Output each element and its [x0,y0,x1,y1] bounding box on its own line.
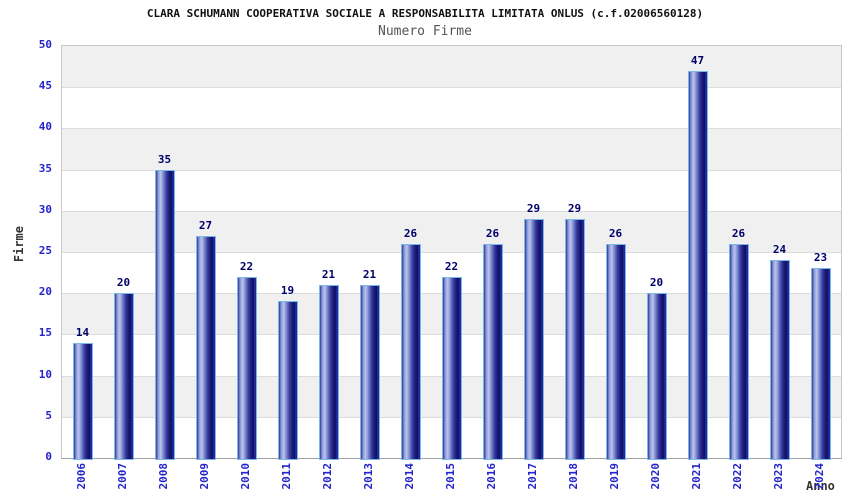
gridline [62,169,841,171]
bar-value-label: 19 [280,284,295,298]
bar [523,219,544,460]
grid-band [62,169,841,211]
bar [482,243,503,460]
bar [318,284,339,460]
x-tick-label: 2021 [689,463,703,490]
bar-value-label: 22 [239,259,254,273]
x-tick-label: 2019 [607,463,621,490]
bar [441,276,462,460]
plot-area: 14 20 35 27 22 19 21 21 26 22 26 29 29 26 20 47 26 24 23 [61,45,842,460]
bar [154,169,175,460]
y-tick-label: 20 [38,285,52,299]
gridline [62,210,841,212]
bar-value-label: 20 [649,276,664,290]
x-tick-label: 2020 [648,463,662,490]
y-tick-label: 10 [38,367,52,381]
bar-value-label: 21 [362,267,377,281]
bar [769,260,790,460]
y-tick-label: 15 [38,326,52,340]
bar [400,243,421,460]
gridline [62,87,841,89]
y-tick-label: 5 [45,408,52,422]
gridline [62,128,841,130]
x-tick-label: 2008 [156,463,170,490]
bar [605,243,626,460]
bar-value-label: 47 [690,53,705,67]
bar [810,268,831,460]
bar-value-label: 21 [321,267,336,281]
bar-value-label: 26 [485,226,500,240]
x-tick-label: 2013 [361,463,375,490]
bar-value-label: 22 [444,259,459,273]
x-tick-label: 2016 [484,463,498,490]
grid-band [62,46,841,88]
gridline [62,252,841,253]
x-tick-label: 2024 [812,463,826,490]
bar [687,70,708,460]
chart-subtitle: Numero Firme [378,24,472,39]
x-tick-label: 2007 [115,463,129,490]
bar [113,293,134,460]
x-tick-label: 2015 [443,463,457,490]
x-tick-label: 2023 [771,463,785,490]
bar-value-label: 24 [772,243,787,257]
x-tick-label: 2018 [566,463,580,490]
x-tick-label: 2014 [402,463,416,490]
y-tick-label: 25 [38,244,52,257]
bar-value-label: 26 [403,226,418,240]
x-tick-label: 2010 [238,463,252,490]
bar [72,342,93,460]
grid-band [62,128,841,170]
y-tick-label: 45 [38,79,52,93]
x-tick-label: 2009 [197,463,211,490]
bar-value-label: 23 [813,251,828,265]
y-tick-label: 40 [38,120,52,134]
x-tick-label: 2011 [279,463,293,490]
grid-band [62,210,841,252]
x-tick-label: 2022 [730,463,744,490]
bar-value-label: 29 [526,202,541,216]
y-tick-label: 30 [38,202,52,216]
bar [564,219,585,460]
bar [277,301,298,460]
bar-value-label: 35 [157,152,172,166]
y-tick-label: 0 [45,450,52,463]
x-axis-title: Anno [806,479,835,493]
bar-value-label: 29 [567,202,582,216]
grid-band [62,87,841,129]
bar [728,243,749,460]
bar-value-label: 26 [731,226,746,240]
y-tick-label: 50 [38,38,52,51]
bar-value-label: 27 [198,218,213,232]
y-tick-label: 35 [38,161,52,175]
bar-value-label: 14 [75,325,90,339]
x-tick-label: 2012 [320,463,334,490]
bar [359,284,380,460]
x-tick-label: 2017 [525,463,539,490]
bar-value-label: 26 [608,226,623,240]
bar-value-label: 20 [116,276,131,290]
x-tick-label: 2006 [74,463,88,490]
chart-title: CLARA SCHUMANN COOPERATIVA SOCIALE A RES… [146,7,704,20]
bar [646,293,667,460]
bar [195,235,216,460]
bar [236,276,257,460]
